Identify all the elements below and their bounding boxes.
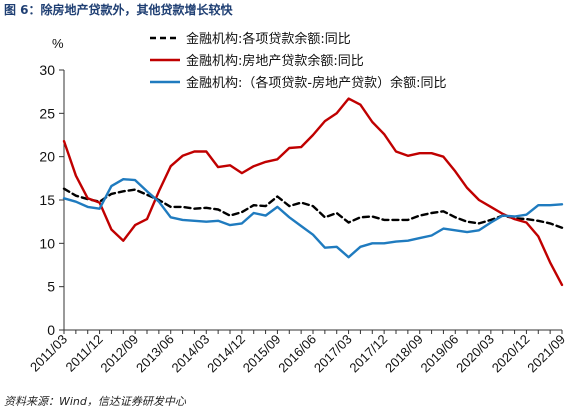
chart-series [62,97,564,287]
legend-label-1: 金融机构:各项贷款余额:同比 [186,31,351,47]
y-tick-label: 15 [39,192,55,208]
series-line-1 [62,187,564,229]
x-tick-label: 2020/03 [453,332,497,376]
y-tick-label: 0 [47,322,55,338]
y-tick-label: 30 [39,62,55,78]
y-tick-label: 5 [47,279,55,295]
x-tick-label: 2017/03 [311,332,355,376]
x-tick-label: 2018/09 [382,332,426,376]
figure-title: 图 6：除房地产贷款外，其他贷款增长较快 [4,3,233,17]
x-tick-label: 2013/06 [133,332,177,376]
x-tick-label: 2014/12 [204,332,248,376]
x-tick-label: 2012/09 [97,332,141,376]
x-tick-label: 2019/06 [418,332,462,376]
chart-legend: 金融机构:各项贷款余额:同比金融机构:房地产贷款余额:同比金融机构:（各项贷款-… [150,31,446,91]
x-tick-label: 2021/09 [524,332,568,376]
y-axis-unit-label: % [52,36,64,51]
source-note: 资料来源：Wind，信达证券研发中心 [4,395,186,408]
x-tick-label: 2020/12 [489,332,533,376]
x-tick-label: 2011/12 [63,332,106,375]
y-tick-label: 20 [39,149,55,165]
x-tick-label: 2016/06 [275,332,319,376]
y-tick-label: 10 [39,235,55,251]
x-tick-label: 2014/03 [169,332,213,376]
legend-label-2: 金融机构:房地产贷款余额:同比 [186,53,364,69]
chart-axes: 0510152025302011/032011/122012/092013/06… [27,62,568,375]
x-tick-label: 2015/09 [240,332,284,376]
series-line-2 [62,97,564,287]
series-line-3 [62,178,564,259]
x-tick-label: 2017/12 [346,332,390,376]
y-tick-label: 25 [39,105,55,121]
legend-label-3: 金融机构:（各项贷款-房地产贷款）余额:同比 [186,75,446,91]
